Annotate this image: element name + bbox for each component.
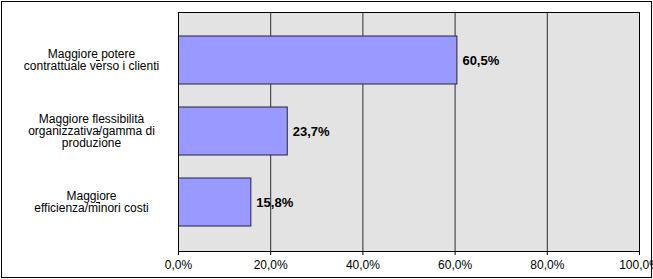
svg-text:40,0%: 40,0% <box>346 258 380 272</box>
svg-text:15,8%: 15,8% <box>256 195 293 210</box>
svg-text:23,7%: 23,7% <box>293 124 330 139</box>
svg-text:80,0%: 80,0% <box>530 258 564 272</box>
svg-text:Maggiore flessibilitàorganizza: Maggiore flessibilitàorganizzativa/gamma… <box>28 112 155 150</box>
svg-text:20,0%: 20,0% <box>254 258 288 272</box>
svg-text:60,5%: 60,5% <box>462 53 499 68</box>
svg-text:Maggiore poterecontrattuale ve: Maggiore poterecontrattuale verso i clie… <box>24 47 159 73</box>
svg-text:60,0%: 60,0% <box>438 258 472 272</box>
svg-text:100,0%: 100,0% <box>619 258 653 272</box>
svg-text:Maggioreefficienza/minori cost: Maggioreefficienza/minori costi <box>34 189 149 215</box>
svg-text:0,0%: 0,0% <box>165 258 193 272</box>
